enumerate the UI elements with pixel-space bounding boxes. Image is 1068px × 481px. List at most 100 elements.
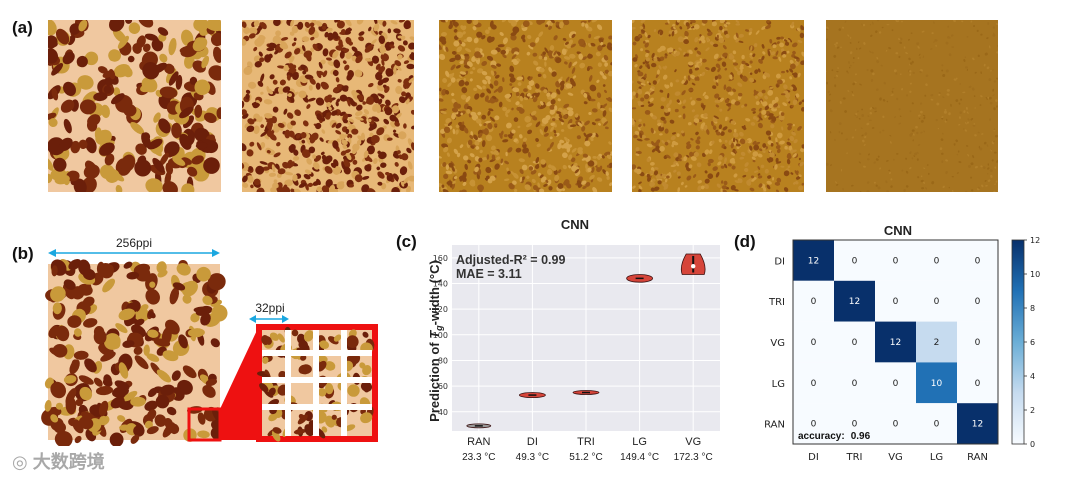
afm-blob bbox=[749, 55, 754, 60]
afm-blob bbox=[909, 70, 912, 73]
afm-blob bbox=[292, 174, 298, 182]
afm-blob bbox=[735, 23, 741, 26]
afm-blob bbox=[256, 187, 265, 192]
afm-blob bbox=[526, 122, 533, 128]
afm-blob bbox=[662, 181, 667, 187]
afm-blob bbox=[74, 435, 82, 444]
afm-blob bbox=[790, 105, 794, 108]
afm-blob bbox=[993, 107, 996, 111]
matrix-cell-value: 0 bbox=[893, 379, 899, 389]
afm-blob bbox=[307, 97, 316, 102]
afm-blob bbox=[687, 61, 694, 66]
afm-blob bbox=[512, 180, 517, 185]
afm-blob bbox=[786, 141, 792, 146]
matrix-cell-value: 0 bbox=[893, 420, 899, 430]
afm-blob bbox=[941, 69, 944, 72]
y-tick-label: 140 bbox=[433, 279, 448, 288]
afm-blob bbox=[826, 70, 827, 72]
afm-blob bbox=[696, 50, 702, 55]
afm-blob bbox=[363, 150, 369, 158]
afm-blob bbox=[678, 115, 682, 118]
afm-blob bbox=[925, 74, 929, 78]
afm-blob bbox=[489, 175, 496, 181]
afm-blob bbox=[946, 88, 950, 92]
afm-blob bbox=[920, 119, 924, 123]
afm-blob bbox=[768, 103, 774, 109]
afm-blob bbox=[940, 138, 944, 142]
afm-blob bbox=[960, 98, 963, 101]
matrix-cell-value: 12 bbox=[890, 338, 901, 348]
afm-blob bbox=[591, 20, 598, 23]
afm-blob bbox=[916, 42, 920, 46]
afm-blob bbox=[657, 123, 661, 127]
afm-blob bbox=[147, 387, 158, 398]
afm-blob bbox=[445, 90, 450, 95]
afm-blob bbox=[592, 187, 598, 192]
afm-blob bbox=[857, 41, 860, 44]
afm-blob bbox=[765, 26, 769, 30]
afm-blob bbox=[264, 336, 272, 345]
afm-blob bbox=[445, 170, 453, 175]
afm-blob bbox=[655, 173, 662, 180]
afm-blob bbox=[715, 171, 720, 178]
afm-blob bbox=[97, 66, 108, 74]
afm-blob bbox=[439, 36, 446, 43]
afm-blob bbox=[171, 370, 181, 381]
afm-blob bbox=[315, 21, 323, 27]
patch-arrow-left bbox=[249, 315, 256, 323]
afm-blob bbox=[794, 170, 799, 176]
afm-blob bbox=[882, 129, 885, 132]
afm-blob bbox=[196, 266, 211, 282]
afm-blob bbox=[867, 153, 871, 156]
afm-blob bbox=[717, 74, 722, 80]
chart-d-title: CNN bbox=[884, 223, 912, 238]
afm-blob bbox=[784, 39, 788, 43]
afm-blob bbox=[522, 143, 527, 149]
afm-blob bbox=[776, 79, 783, 85]
afm-blob bbox=[730, 142, 734, 149]
row-label: RAN bbox=[764, 420, 785, 431]
afm-blob bbox=[355, 110, 363, 117]
afm-blob bbox=[888, 171, 892, 175]
afm-blob bbox=[286, 112, 294, 119]
afm-blob bbox=[964, 56, 966, 59]
afm-blob bbox=[550, 92, 557, 99]
afm-blob bbox=[632, 94, 634, 100]
afm-blob bbox=[716, 183, 721, 188]
afm-blob bbox=[408, 42, 414, 50]
matrix-cell bbox=[834, 321, 875, 363]
afm-blob bbox=[359, 362, 366, 369]
afm-blob bbox=[302, 120, 309, 127]
afm-blob bbox=[262, 356, 269, 364]
afm-blob bbox=[499, 31, 504, 37]
afm-blob bbox=[482, 79, 488, 85]
afm-blob bbox=[464, 53, 469, 57]
afm-blob bbox=[332, 50, 339, 59]
afm-blob bbox=[466, 20, 472, 24]
afm-blob bbox=[989, 118, 992, 121]
afm-blob bbox=[659, 145, 665, 152]
afm-blob bbox=[590, 98, 596, 102]
afm-blob bbox=[786, 98, 791, 102]
afm-blob bbox=[60, 99, 75, 113]
afm-blob bbox=[992, 33, 996, 37]
afm-blob bbox=[470, 111, 477, 117]
afm-blob bbox=[755, 101, 760, 106]
afm-blob bbox=[640, 82, 646, 86]
afm-blob bbox=[964, 66, 968, 69]
afm-blob bbox=[542, 73, 547, 79]
afm-blob bbox=[332, 166, 342, 175]
afm-blob bbox=[909, 133, 912, 137]
afm-blob bbox=[469, 78, 473, 82]
afm-blob bbox=[522, 141, 526, 145]
afm-blob bbox=[523, 137, 527, 142]
afm-blob bbox=[879, 131, 882, 134]
afm-blob bbox=[387, 28, 392, 34]
x-true-value-label: 172.3 °C bbox=[674, 452, 713, 463]
afm-blob bbox=[733, 173, 738, 178]
afm-blob bbox=[970, 162, 974, 166]
afm-blob bbox=[866, 68, 869, 72]
afm-blob bbox=[324, 95, 333, 104]
afm-blob bbox=[257, 80, 264, 87]
afm-blob bbox=[602, 110, 607, 117]
